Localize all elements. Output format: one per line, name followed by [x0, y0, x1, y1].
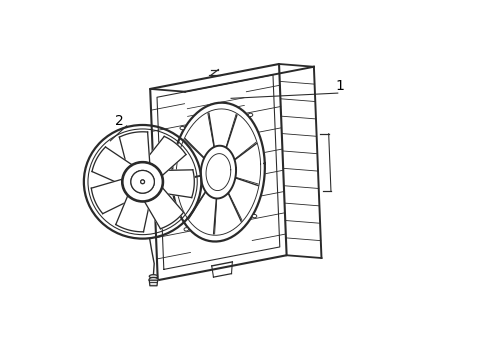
Polygon shape: [149, 280, 157, 286]
Polygon shape: [92, 147, 131, 185]
Polygon shape: [144, 188, 183, 229]
Ellipse shape: [183, 228, 188, 231]
Ellipse shape: [131, 170, 154, 193]
Polygon shape: [160, 170, 194, 198]
Polygon shape: [144, 136, 185, 175]
Polygon shape: [172, 103, 264, 242]
Ellipse shape: [141, 180, 144, 184]
Polygon shape: [91, 179, 132, 213]
Ellipse shape: [248, 113, 252, 117]
Polygon shape: [116, 196, 150, 232]
Ellipse shape: [122, 162, 162, 201]
Ellipse shape: [122, 162, 162, 201]
Ellipse shape: [252, 215, 256, 218]
Ellipse shape: [149, 278, 158, 282]
Text: 2: 2: [115, 114, 124, 128]
Text: 1: 1: [335, 79, 344, 93]
Ellipse shape: [149, 275, 157, 278]
Polygon shape: [119, 132, 149, 168]
Ellipse shape: [140, 180, 144, 184]
Polygon shape: [201, 146, 236, 198]
Ellipse shape: [180, 126, 184, 130]
Ellipse shape: [131, 170, 154, 193]
